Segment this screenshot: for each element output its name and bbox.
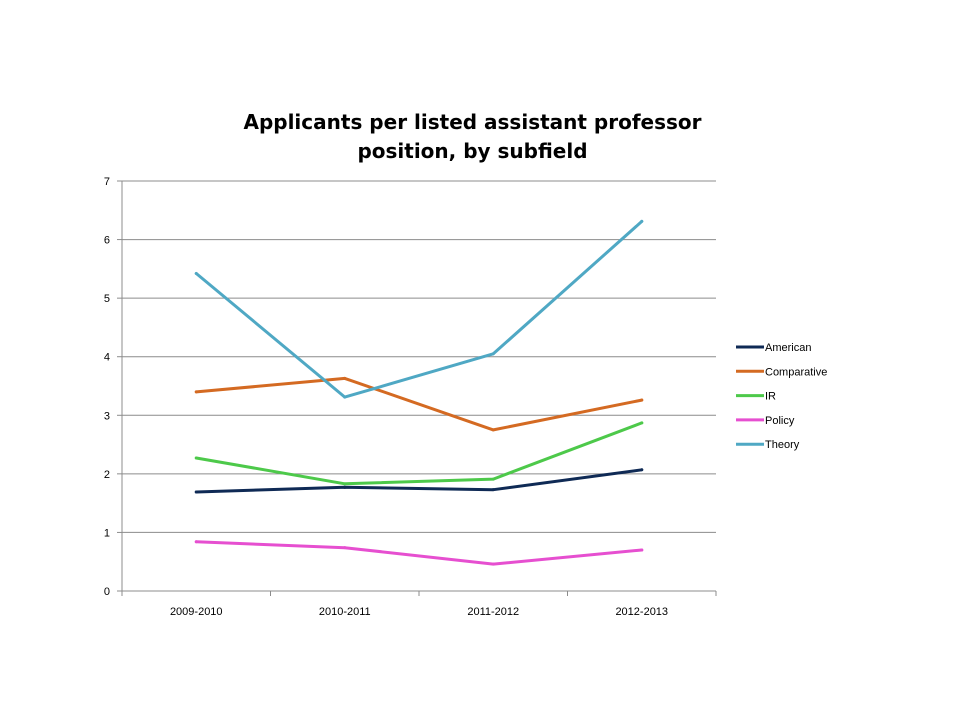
y-tick-label: 6 xyxy=(104,235,110,247)
series-line-comparative xyxy=(194,376,644,432)
legend-label-theory: Theory xyxy=(765,439,800,451)
legend-label-policy: Policy xyxy=(765,415,795,427)
data-point-theory xyxy=(491,352,495,356)
data-point-policy xyxy=(343,546,347,550)
data-point-ir xyxy=(194,456,198,460)
data-point-policy xyxy=(640,548,644,552)
legend-label-american: American xyxy=(765,342,811,354)
data-point-theory xyxy=(194,272,198,276)
series-line-policy xyxy=(194,540,644,566)
data-point-american xyxy=(194,490,198,494)
data-point-american xyxy=(491,488,495,492)
y-tick-label: 2 xyxy=(104,469,110,481)
y-tick-label: 1 xyxy=(104,527,110,539)
x-tick-label: 2009-2010 xyxy=(170,606,223,618)
data-point-theory xyxy=(640,219,644,223)
data-point-policy xyxy=(491,562,495,566)
series-line-american xyxy=(194,468,644,494)
y-tick-label: 5 xyxy=(104,293,110,305)
legend-label-ir: IR xyxy=(765,391,776,403)
series-line-ir xyxy=(194,421,644,486)
data-point-comparative xyxy=(491,428,495,432)
data-point-policy xyxy=(194,540,198,544)
x-tick-label: 2010-2011 xyxy=(319,606,371,618)
y-tick-label: 4 xyxy=(104,352,110,364)
data-point-ir xyxy=(491,477,495,481)
data-point-theory xyxy=(343,395,347,399)
data-point-ir xyxy=(343,482,347,486)
x-tick-label: 2012-2013 xyxy=(615,606,668,618)
series-line-theory xyxy=(194,219,644,399)
data-point-comparative xyxy=(194,390,198,394)
x-tick-label: 2011-2012 xyxy=(467,606,519,618)
y-tick-label: 3 xyxy=(104,410,110,422)
data-point-american xyxy=(640,468,644,472)
chart-title: Applicants per listed assistant professo… xyxy=(243,110,702,163)
data-point-comparative xyxy=(343,376,347,380)
data-point-ir xyxy=(640,421,644,425)
y-tick-label: 7 xyxy=(104,176,110,188)
legend-label-comparative: Comparative xyxy=(765,366,827,378)
data-point-comparative xyxy=(640,398,644,402)
y-tick-label: 0 xyxy=(104,586,110,598)
data-point-american xyxy=(343,485,347,489)
